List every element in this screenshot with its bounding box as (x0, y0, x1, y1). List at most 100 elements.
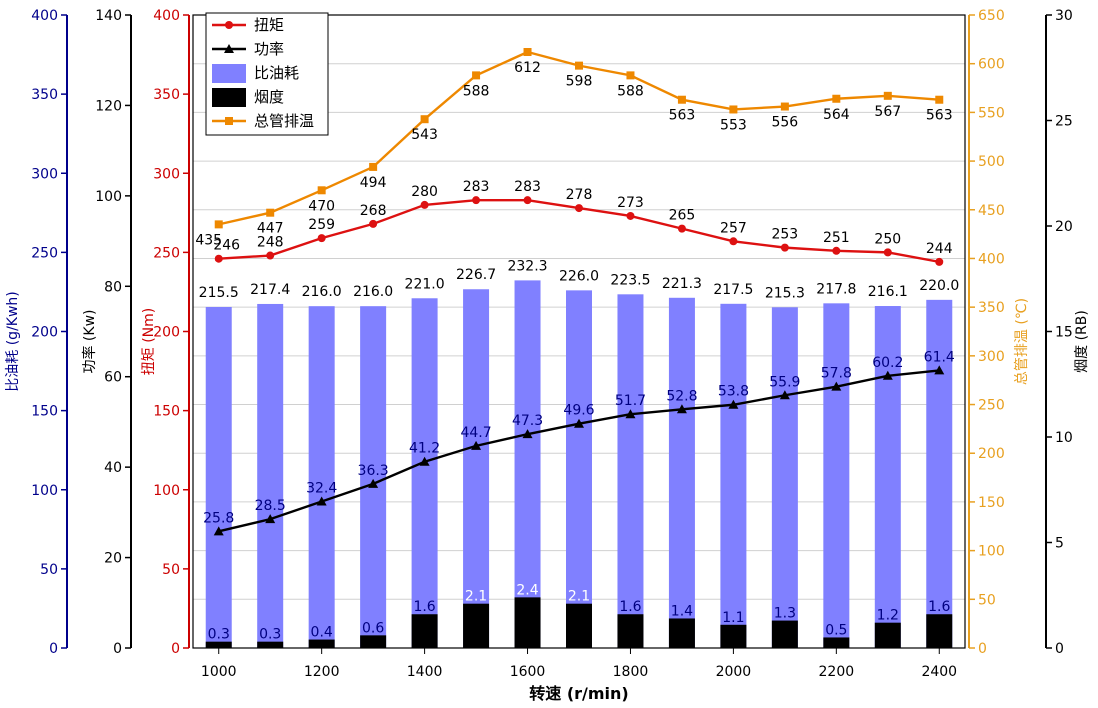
bar-bsfc (668, 297, 695, 648)
point-exhaust (369, 162, 378, 171)
data-label-bsfc: 226.7 (456, 267, 496, 283)
y-axis-label-torque: 扭矩 (Nm) (141, 308, 157, 375)
point-exhaust (575, 61, 583, 70)
x-tick-label: 2200 (819, 664, 855, 680)
point-power (574, 418, 584, 428)
data-label-exhaust: 563 (669, 108, 696, 124)
point-power (934, 365, 945, 375)
lines-layer (213, 48, 945, 536)
legend-entry: 比油耗 (212, 64, 299, 83)
data-label-smoke: 2.1 (465, 589, 487, 605)
legend-label: 扭矩 (254, 16, 284, 34)
point-power (522, 429, 533, 439)
data-label-torque: 265 (669, 208, 696, 224)
bar-bsfc (463, 289, 490, 648)
data-label-bsfc: 223.5 (610, 272, 650, 288)
y-tick-label-power: 0 (113, 641, 122, 657)
point-power (676, 404, 687, 414)
y-tick-label-torque: 350 (153, 87, 180, 103)
y-tick-label-exhaust: 450 (978, 203, 1005, 219)
point-torque (729, 237, 738, 246)
data-label-bsfc: 215.3 (765, 285, 805, 301)
legend-entry: 扭矩 (212, 16, 284, 34)
y-tick-label-exhaust: 0 (978, 641, 987, 657)
data-label-bsfc: 226.0 (559, 268, 599, 284)
bar-smoke (360, 635, 387, 648)
data-label-power: 36.3 (358, 463, 389, 479)
point-exhaust (832, 94, 841, 103)
y-tick-label-bsfc: 300 (31, 166, 58, 182)
data-label-torque: 283 (463, 179, 490, 195)
y-tick-label-power: 100 (95, 189, 122, 205)
point-exhaust (317, 186, 326, 195)
data-label-bsfc: 232.3 (507, 258, 547, 274)
x-tick-label: 1800 (613, 664, 649, 680)
bar-bsfc (926, 299, 953, 648)
y-tick-label-power: 40 (104, 460, 122, 476)
legend-entry: 总管排温 (212, 112, 314, 130)
point-power (471, 440, 482, 450)
bar-smoke (463, 603, 490, 648)
y-tick-label-exhaust: 200 (978, 446, 1005, 462)
data-label-power: 28.5 (255, 498, 286, 514)
data-label-smoke: 2.1 (568, 589, 590, 605)
data-label-smoke: 0.4 (311, 625, 333, 641)
data-label-exhaust: 598 (566, 74, 593, 90)
point-torque (626, 211, 635, 220)
data-label-torque: 257 (720, 220, 747, 236)
y-tick-label-exhaust: 500 (978, 154, 1005, 170)
bars-layer (205, 280, 953, 648)
point-power (213, 526, 224, 536)
y-tick-label-bsfc: 50 (40, 562, 58, 578)
point-power (831, 381, 842, 391)
point-exhaust (883, 91, 892, 100)
data-label-bsfc: 217.4 (250, 282, 290, 298)
y-tick-label-smoke: 10 (1055, 430, 1073, 446)
bar-bsfc (360, 306, 387, 648)
bar-smoke (874, 622, 901, 648)
point-power (316, 496, 327, 506)
x-tick-label: 2400 (921, 664, 957, 680)
data-label-power: 32.4 (306, 481, 337, 497)
bar-bsfc (411, 298, 438, 648)
data-label-exhaust: 564 (823, 107, 850, 123)
data-label-bsfc: 216.0 (302, 284, 342, 300)
y-tick-label-bsfc: 350 (31, 87, 58, 103)
data-label-smoke: 1.6 (619, 599, 641, 615)
point-exhaust (420, 115, 429, 124)
x-axis-label: 转速 (r/min) (529, 684, 628, 703)
point-torque (317, 234, 326, 243)
y-tick-label-torque: 0 (171, 641, 180, 657)
legend-label: 功率 (254, 40, 284, 58)
data-label-torque: 248 (257, 235, 284, 251)
data-labels-layer: 246 248 259 268 280 283 283 278 273 265 257 253 251 2… (195, 60, 959, 643)
y-tick-label-torque: 300 (153, 166, 180, 182)
point-power (368, 478, 379, 488)
data-label-smoke: 1.1 (722, 610, 744, 626)
y-tick-label-torque: 100 (153, 483, 180, 499)
y-tick-label-exhaust: 250 (978, 398, 1005, 414)
data-label-bsfc: 221.3 (662, 276, 702, 292)
bar-smoke (720, 624, 747, 648)
point-exhaust (626, 71, 635, 80)
y-tick-label-torque: 200 (153, 325, 180, 341)
y-tick-label-smoke: 0 (1055, 641, 1064, 657)
bar-smoke (308, 639, 335, 648)
point-exhaust (780, 102, 789, 111)
data-label-smoke: 0.5 (825, 622, 847, 638)
legend-label: 烟度 (254, 88, 284, 106)
legend-swatch-bar (212, 64, 246, 83)
data-label-exhaust: 556 (771, 115, 798, 131)
data-label-exhaust: 553 (720, 117, 747, 133)
data-label-power: 60.2 (872, 355, 903, 371)
point-exhaust (935, 95, 944, 104)
bar-bsfc (771, 307, 798, 648)
point-torque (472, 196, 481, 205)
point-power (882, 370, 893, 380)
y-tick-label-bsfc: 150 (31, 404, 58, 420)
bar-smoke (926, 614, 953, 648)
point-power (265, 514, 276, 524)
data-label-torque: 250 (874, 231, 901, 247)
data-label-exhaust: 588 (617, 83, 644, 99)
data-label-bsfc: 217.8 (816, 281, 856, 297)
